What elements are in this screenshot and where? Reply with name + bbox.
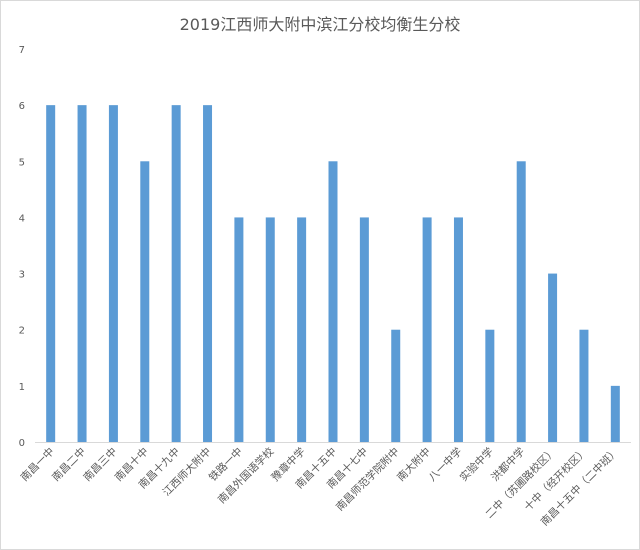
bar <box>422 217 432 442</box>
bar <box>108 105 118 442</box>
bar <box>171 105 181 442</box>
x-tick-label: 南昌外国语学校 <box>215 445 277 507</box>
bar <box>297 217 307 442</box>
x-tick-label: 实验中学 <box>457 445 496 484</box>
y-tick-label: 6 <box>19 101 25 112</box>
x-tick-label: 八一中学 <box>426 445 465 484</box>
x-tick-label: 南大附中 <box>394 445 433 484</box>
x-tick-label: 南昌二中 <box>49 445 88 484</box>
bar <box>579 329 589 442</box>
bar <box>203 105 213 442</box>
bar <box>265 217 275 442</box>
bars-layer <box>46 105 620 443</box>
y-tick-label: 5 <box>19 157 25 168</box>
bar <box>234 217 244 442</box>
x-tick-label: 南昌一中 <box>18 445 57 484</box>
axis-layer: 0 1 2 3 4 5 6 7 <box>19 45 631 449</box>
bar <box>610 385 620 442</box>
bar <box>516 161 526 443</box>
bar <box>453 217 463 442</box>
chart-title: 2019江西师大附中滨江分校均衡生分校 <box>179 15 461 34</box>
y-tick-label: 4 <box>19 213 25 224</box>
bar <box>140 161 150 443</box>
bar <box>485 329 495 442</box>
bar <box>548 273 558 442</box>
labels-layer: 南昌一中南昌二中南昌三中南昌十中南昌十九中江西师大附中铁路一中南昌外国语学校豫章… <box>18 445 622 529</box>
bar <box>46 105 56 442</box>
bar <box>328 161 338 443</box>
y-tick-label: 3 <box>19 270 25 281</box>
y-tick-label: 7 <box>19 45 25 56</box>
y-tick-label: 0 <box>19 438 25 449</box>
y-tick-label: 1 <box>19 382 25 393</box>
y-tick-label: 2 <box>19 326 25 337</box>
bar <box>359 217 369 442</box>
x-tick-label: 南昌三中 <box>81 445 120 484</box>
bar <box>391 329 401 442</box>
bar <box>77 105 87 442</box>
